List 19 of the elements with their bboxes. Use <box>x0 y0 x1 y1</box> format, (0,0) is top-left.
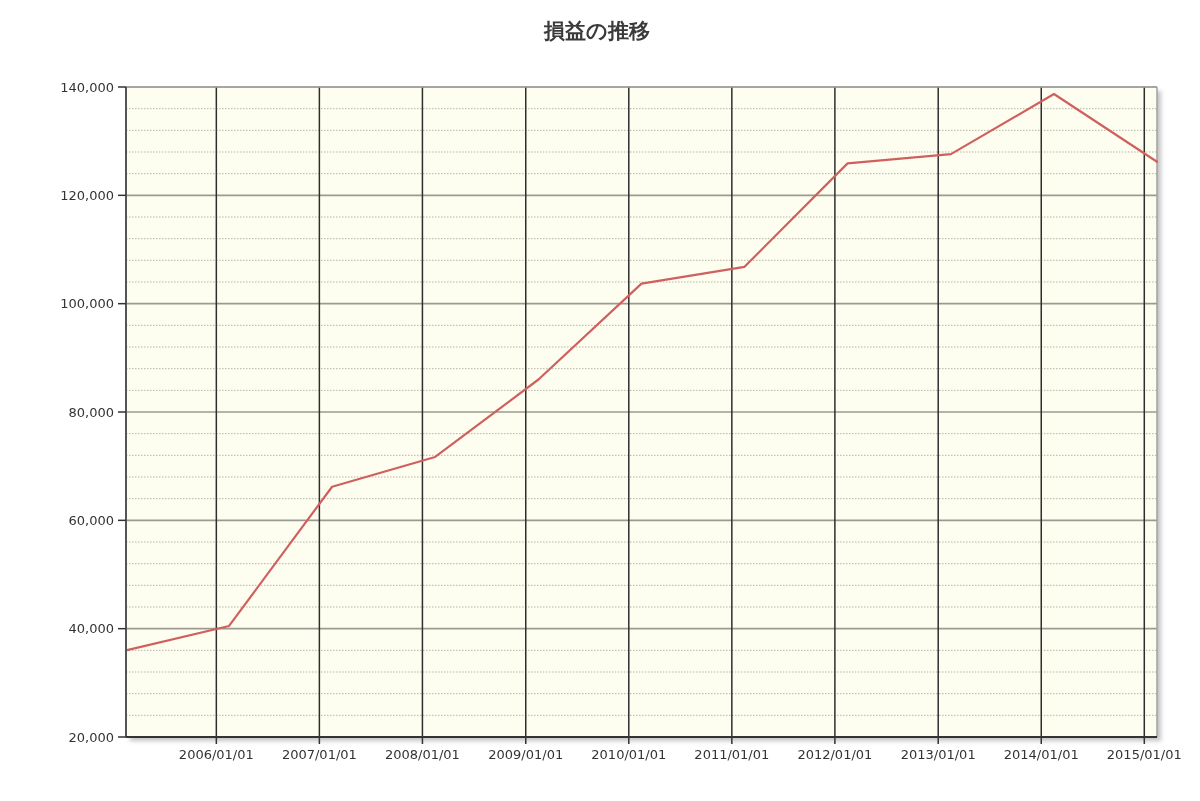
x-tick-label: 2008/01/01 <box>384 747 460 762</box>
x-tick-label: 2012/01/01 <box>797 747 873 762</box>
y-tick-label: 60,000 <box>68 512 114 528</box>
x-tick-label: 2010/01/01 <box>591 747 667 762</box>
y-tick-label: 100,000 <box>60 296 114 312</box>
y-tick-label: 140,000 <box>60 79 114 95</box>
x-tick-label: 2015/01/01 <box>1106 747 1182 762</box>
x-tick-label: 2011/01/01 <box>694 747 770 762</box>
y-tick-label: 120,000 <box>60 187 114 203</box>
x-tick-label: 2009/01/01 <box>488 747 564 762</box>
y-tick-label: 40,000 <box>68 621 114 637</box>
y-tick-label: 20,000 <box>68 729 114 745</box>
x-tick-label: 2007/01/01 <box>281 747 357 762</box>
x-tick-label: 2006/01/01 <box>178 747 254 762</box>
x-tick-label: 2013/01/01 <box>900 747 976 762</box>
x-tick-label: 2014/01/01 <box>1003 747 1079 762</box>
y-tick-label: 80,000 <box>68 404 114 420</box>
line-series <box>124 92 1159 652</box>
chart-title: 損益の推移 <box>543 19 650 43</box>
